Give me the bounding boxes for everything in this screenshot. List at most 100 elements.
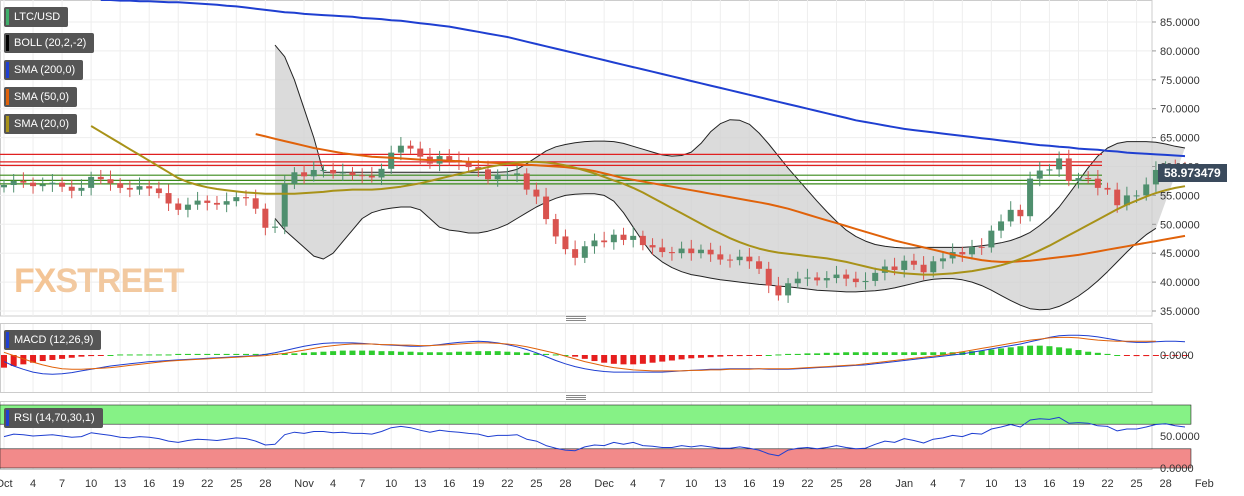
symbol-color-bar [6,9,9,25]
candle-body [204,200,211,203]
candle-body [543,196,550,220]
macd-histogram-bar [475,351,482,355]
macd-histogram-bar [1017,346,1024,355]
candle-body [301,172,308,177]
macd-histogram-bar [494,351,501,355]
macd-histogram-bar [939,352,946,355]
macd-histogram-bar [78,355,85,357]
candle-body [194,200,201,205]
candle-body [310,169,317,177]
candle-body [998,221,1005,231]
macd-histogram-bar [804,353,811,355]
indicator-tag-boll[interactable]: BOLL (20,2,-2) [4,33,95,53]
macd-histogram-bar [707,355,714,358]
rsi-overbought-zone [0,404,1192,425]
candle-body [494,174,501,180]
candle-body [804,277,811,279]
x-tick-label: 19 [472,478,484,490]
y-tick-label: 85.0000 [1160,17,1200,29]
macd-histogram-bar [736,355,743,357]
macd-histogram-bar [165,354,172,356]
macd-histogram-bar [1143,355,1150,357]
candle-body [320,169,327,171]
indicator-tag-macd[interactable]: MACD (12,26,9) [4,330,102,350]
indicator-tag-sma50[interactable]: SMA (50,0) [4,87,78,107]
macd-histogram-bar [1027,345,1034,355]
x-tick-label: 19 [772,478,784,490]
macd-histogram-bar [998,348,1005,355]
x-tick-label: 25 [530,478,542,490]
candle-body [78,187,85,191]
fxstreet-watermark-logo: FXSTREET [14,262,185,301]
macd-histogram-bar [485,351,491,355]
candle-body [620,234,627,240]
indicator-tag-sma200[interactable]: SMA (200,0) [4,60,84,80]
macd-histogram-bar [969,351,975,355]
candle-body [233,197,240,202]
macd-histogram-bar [630,355,637,365]
macd-histogram-bar [1104,353,1111,355]
macd-histogram-bar [601,355,608,363]
macd-histogram-bar [852,352,859,355]
macd-histogram-bar [610,355,617,364]
candle-body [1133,195,1140,197]
macd-histogram-bar [378,351,385,355]
candle-body [59,182,66,187]
macd-histogram-bar [310,352,317,355]
x-tick-label: 10 [85,478,97,490]
macd-histogram-bar [330,351,337,355]
macd-histogram-bar [446,352,453,355]
macd-histogram-bar [426,352,433,355]
x-tick-label: 22 [201,478,213,490]
macd-histogram-bar [155,354,162,356]
x-tick-label: 16 [143,478,155,490]
candle-body [446,156,453,161]
macd-histogram-bar [1181,355,1188,356]
macd-histogram-bar [175,353,182,355]
x-tick-label: 22 [801,478,813,490]
candle-body [765,268,772,286]
macd-histogram-bar [388,351,395,355]
macd-histogram-bar [20,355,27,365]
candle-body [10,180,17,185]
indicator-tag-sma20[interactable]: SMA (20,0) [4,114,78,134]
macd-signal-line [3,336,1156,372]
rsi-line [3,416,1186,457]
candle-body [30,182,37,187]
candle-body [88,176,95,188]
x-tick-label: 16 [443,478,455,490]
candle-body [1027,178,1034,217]
watermark-street: STREET [55,262,184,300]
panel-resize-handle-macd[interactable] [566,316,586,322]
candle-body [417,148,424,157]
symbol-tag[interactable]: LTC/USD [4,7,69,27]
macd-histogram-bar [397,351,404,355]
sma200-color-bar [6,62,9,78]
panel-resize-handle-rsi[interactable] [566,395,586,401]
x-tick-label: Nov [294,478,314,490]
candle-body [823,278,830,281]
macd-histogram-bar [1075,350,1082,355]
candle-body [20,180,27,183]
rsi-label: RSI (14,70,30,1) [14,412,95,424]
candle-body [756,261,763,269]
x-tick-label: 28 [559,478,571,490]
rsi-y-tick-label: 0.0000 [1160,463,1194,475]
x-tick-label: 7 [959,478,965,490]
macd-histogram-bar [1046,346,1053,355]
indicator-tag-rsi[interactable]: RSI (14,70,30,1) [4,408,103,428]
macd-histogram-bar [649,355,656,363]
candle-body [1094,178,1101,188]
y-tick-label: 65.0000 [1160,133,1200,145]
candle-body [610,234,617,243]
macd-histogram-bar [872,352,879,355]
macd-histogram-bar [562,355,569,356]
macd-histogram-bar [639,355,646,364]
candle-body [581,246,588,258]
macd-color-bar [6,332,9,348]
candle-body [659,247,666,253]
candle-body [901,260,908,270]
macd-histogram-bar [320,351,327,355]
macd-histogram-bar [1036,345,1043,355]
